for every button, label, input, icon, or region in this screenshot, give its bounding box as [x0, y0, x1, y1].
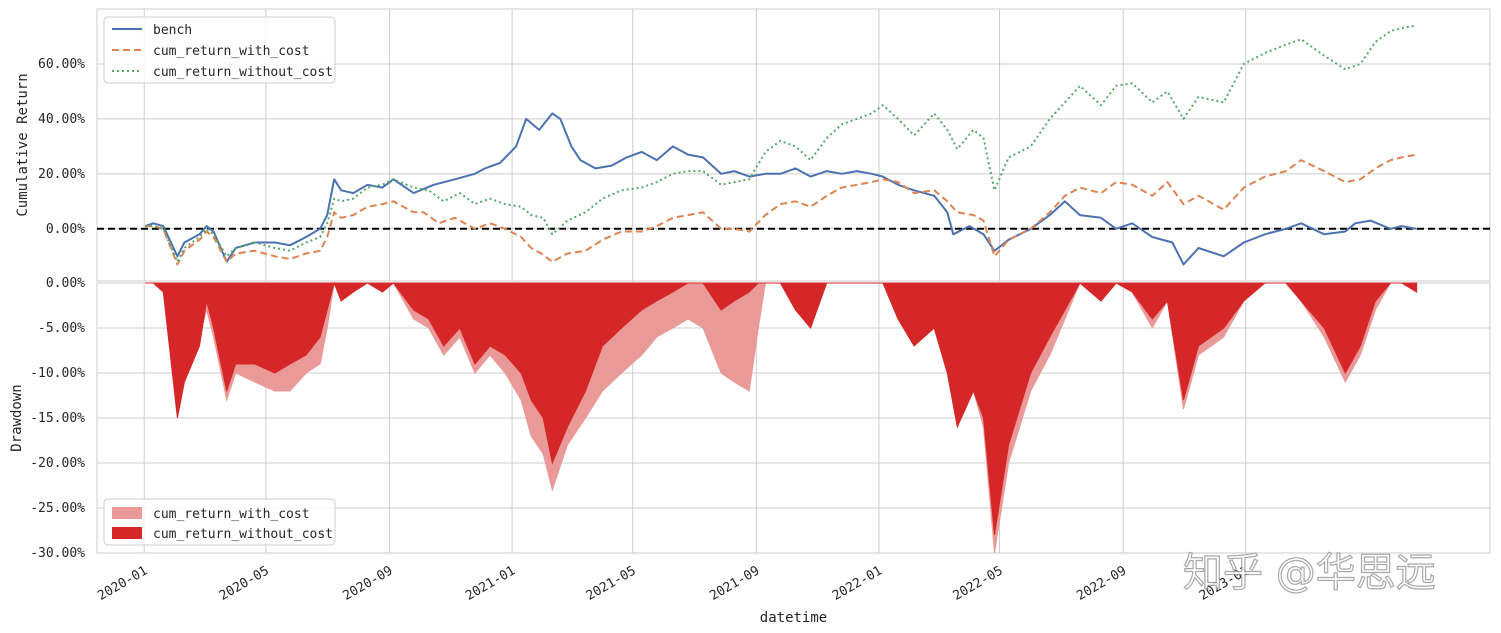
x-tick-label: 2022-05 — [951, 563, 1006, 603]
x-tick-label: 2020-09 — [341, 563, 396, 603]
x-tick-label: 2021-05 — [584, 563, 639, 603]
bottom-legend: cum_return_with_cost cum_return_without_c… — [103, 498, 336, 546]
bottom-y-tick-label: -20.00% — [30, 456, 85, 471]
drawdown-area-cum-return-without-cost — [145, 281, 1418, 536]
legend-label-bench: bench — [153, 23, 192, 38]
bottom-legend-box — [103, 498, 336, 546]
legend-label-cum-return-without-cost: cum_return_without_cost — [153, 527, 333, 542]
bottom-y-tick-label: -15.00% — [30, 411, 85, 426]
legend-label-cum-return-with-cost: cum_return_with_cost — [153, 44, 310, 59]
top-y-tick-label: 0.00% — [46, 222, 85, 237]
top-legend: bench cum_return_with_cost cum_return_with… — [103, 16, 336, 84]
x-tick-label: 2022-01 — [830, 563, 885, 603]
legend-label-cum-return-with-cost: cum_return_with_cost — [153, 507, 310, 522]
bottom-y-tick-label: -30.00% — [30, 546, 85, 561]
x-tick-label: 2020-01 — [95, 563, 150, 603]
bottom-y-tick-label: 0.00% — [46, 276, 85, 291]
drawdown-panel: 2020-01 2020-05 2020-09 2021-01 2021-05 2021-… — [9, 276, 1491, 626]
watermark: 知乎 @华思远 — [1183, 550, 1436, 596]
series-line-cum-return-without-cost — [145, 24, 1417, 263]
cumulative-return-panel: 0.00% 20.00% 40.00% 60.00% Cumulative Return… — [15, 8, 1491, 282]
x-tick-label: 2022-09 — [1074, 563, 1129, 603]
x-axis-label: datetime — [760, 610, 827, 626]
legend-label-cum-return-without-cost: cum_return_without_cost — [153, 65, 333, 80]
bottom-y-tick-label: -5.00% — [38, 321, 85, 336]
x-tick-label: 2020-05 — [217, 563, 272, 603]
bottom-y-tick-label: -25.00% — [30, 501, 85, 516]
legend-patch-cum-return-without-cost — [112, 527, 142, 539]
legend-patch-cum-return-with-cost — [112, 507, 142, 519]
top-y-tick-label: 20.00% — [38, 167, 85, 182]
top-y-axis-label: Cumulative Return — [15, 73, 31, 216]
bottom-y-tick-label: -10.00% — [30, 366, 85, 381]
top-y-tick-label: 60.00% — [38, 57, 85, 72]
top-y-tick-label: 40.00% — [38, 112, 85, 127]
x-tick-label: 2021-01 — [463, 563, 518, 603]
top-legend-box — [103, 16, 336, 84]
series-line-cum-return-with-cost — [145, 153, 1417, 266]
bottom-y-axis-label: Drawdown — [9, 384, 25, 451]
x-tick-label: 2021-09 — [707, 563, 762, 603]
series-line-bench — [144, 112, 1417, 266]
